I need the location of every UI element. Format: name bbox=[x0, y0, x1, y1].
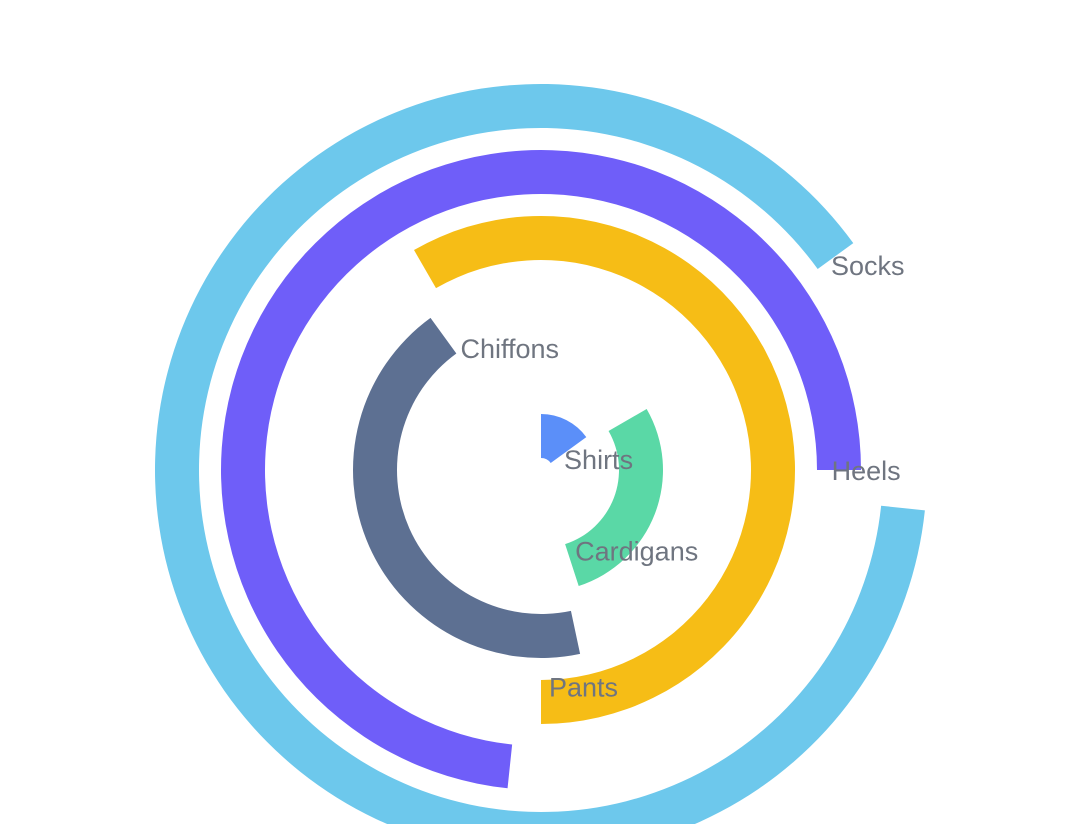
label-shirts: Shirts bbox=[564, 445, 633, 475]
segment-shirts bbox=[541, 414, 587, 463]
segment-pants bbox=[414, 216, 796, 724]
label-cardigans: Cardigans bbox=[575, 536, 698, 566]
chart-segments bbox=[155, 84, 925, 824]
chart-labels: Shirts Cardigans Chiffons Pants Heels Socks bbox=[460, 251, 904, 703]
label-socks: Socks bbox=[831, 251, 905, 281]
segment-socks bbox=[155, 84, 925, 824]
segment-chiffons bbox=[353, 317, 581, 658]
segment-cardigans bbox=[565, 409, 663, 587]
label-heels: Heels bbox=[832, 456, 901, 486]
label-pants: Pants bbox=[549, 673, 618, 703]
label-chiffons: Chiffons bbox=[460, 334, 559, 364]
